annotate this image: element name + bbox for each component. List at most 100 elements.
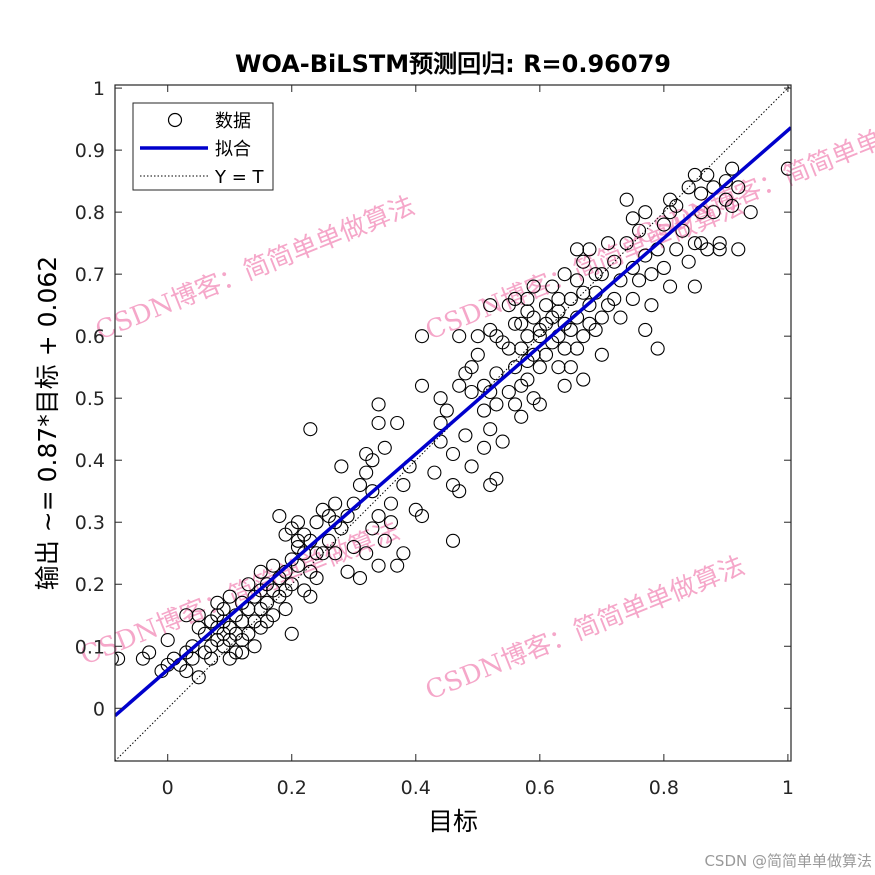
data-point (483, 298, 498, 313)
data-point (321, 508, 337, 524)
data-point (712, 242, 727, 257)
data-point (414, 378, 430, 393)
data-point (514, 409, 529, 424)
data-point (476, 440, 492, 455)
data-point (445, 533, 461, 548)
data-point (632, 273, 647, 288)
legend: 数据 拟合 Y = T (132, 102, 274, 191)
data-point (613, 310, 628, 325)
data-point (179, 664, 194, 679)
data-point (681, 254, 696, 269)
data-point (309, 570, 324, 586)
y-axis-ticks: 0 0.1 0.2 0.3 0.4 0.5 0.6 0.7 0.8 0.9 1 (75, 78, 791, 720)
y-tick-label: 0.4 (75, 450, 105, 472)
data-point (352, 477, 368, 493)
data-point (687, 236, 702, 251)
data-point (700, 242, 715, 257)
data-point (551, 360, 566, 375)
data-point (371, 415, 386, 431)
data-point (625, 291, 640, 307)
data-point (470, 347, 485, 362)
data-point (551, 291, 566, 307)
data-point (272, 508, 287, 524)
data-point (687, 167, 702, 182)
y-tick-label: 0.3 (75, 512, 105, 534)
data-point (526, 347, 541, 362)
data-point (377, 440, 392, 455)
legend-label-data: 数据 (215, 111, 251, 132)
data-point (284, 577, 299, 592)
data-point (383, 515, 399, 530)
data-point (115, 652, 119, 665)
data-point (780, 161, 791, 176)
data-point (638, 205, 653, 220)
data-point (191, 670, 206, 685)
data-point (433, 415, 448, 431)
data-point (309, 515, 324, 530)
x-tick-label: 0.2 (277, 777, 307, 799)
data-point (495, 434, 510, 449)
data-point (235, 614, 250, 629)
data-point (235, 645, 250, 660)
y-tick-label: 0.2 (75, 574, 105, 596)
data-point (632, 223, 647, 238)
data-point (532, 329, 547, 344)
legend-marker-data (167, 112, 183, 128)
data-point (625, 211, 640, 226)
data-point (607, 254, 622, 269)
data-point (514, 316, 529, 331)
data-point (638, 248, 653, 263)
data-point (290, 515, 306, 530)
data-point (390, 558, 405, 573)
data-point (328, 496, 343, 511)
data-point (644, 298, 659, 313)
data-point (464, 459, 479, 474)
data-point (563, 360, 578, 375)
data-point (582, 298, 597, 313)
data-point (694, 186, 709, 201)
data-point (365, 521, 380, 536)
data-point (588, 322, 603, 338)
y-tick-label: 0.1 (75, 636, 105, 658)
data-point (266, 608, 281, 623)
data-point (185, 639, 200, 654)
data-point (532, 397, 547, 412)
data-point (483, 422, 498, 437)
data-point (383, 496, 399, 511)
data-point (507, 397, 523, 412)
data-point (663, 205, 678, 220)
data-point (507, 360, 523, 375)
data-point (142, 645, 157, 660)
data-point (315, 546, 330, 561)
data-point (464, 384, 479, 400)
data-point (731, 180, 746, 195)
data-point (650, 341, 665, 356)
data-point (545, 279, 560, 294)
data-point (346, 539, 361, 555)
y-tick-label: 0.8 (75, 202, 105, 224)
data-point (520, 372, 535, 387)
data-point (569, 242, 585, 257)
data-point (551, 304, 566, 319)
data-point (458, 428, 473, 443)
fit-line-layer (115, 126, 791, 718)
data-point (377, 533, 392, 548)
data-point (532, 360, 547, 375)
data-point (365, 484, 380, 499)
data-point (563, 322, 578, 338)
data-point (594, 347, 609, 362)
data-point (625, 260, 640, 276)
data-point (600, 236, 616, 251)
y-axis-label: 输出 ~= 0.87*目标 + 0.062 (33, 256, 62, 590)
data-point (197, 645, 212, 660)
data-point (470, 329, 485, 344)
data-point (390, 415, 405, 431)
data-point (464, 360, 479, 375)
data-point (507, 291, 523, 307)
data-point (115, 651, 126, 666)
data-point (501, 341, 516, 356)
data-point (489, 397, 504, 412)
fit-line (115, 126, 791, 718)
data-point (433, 391, 448, 406)
